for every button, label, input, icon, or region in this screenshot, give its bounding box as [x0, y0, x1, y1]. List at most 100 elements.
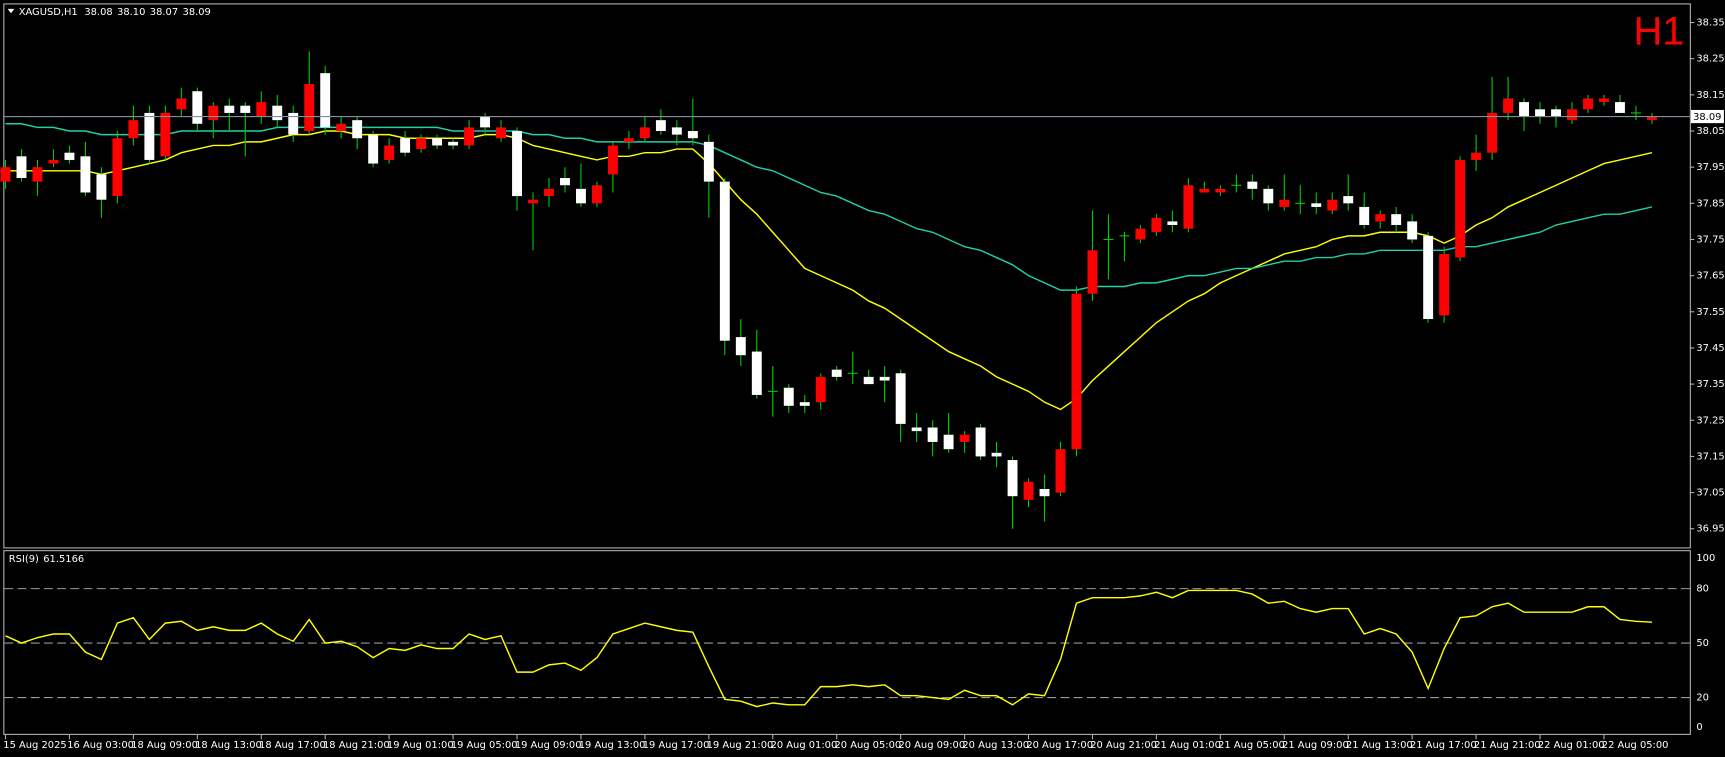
candle-body [1551, 109, 1561, 117]
x-tick-label: 18 Aug 17:00 [259, 740, 326, 751]
moving-average [5, 123, 1653, 291]
candle-body [96, 174, 107, 200]
x-tick-label: 20 Aug 13:00 [962, 740, 1029, 751]
candle-body [1535, 109, 1545, 117]
candle-body [528, 199, 538, 204]
x-tick-label: 20 Aug 21:00 [1090, 740, 1157, 751]
x-tick-label: 21 Aug 05:00 [1218, 740, 1285, 751]
x-tick-label: 19 Aug 13:00 [579, 740, 646, 751]
y-tick-label: 37.55 [1696, 307, 1724, 318]
candle-body [799, 402, 810, 406]
candle-body [320, 73, 331, 128]
x-tick-label: 20 Aug 17:00 [1026, 740, 1093, 751]
candle-body [927, 427, 938, 442]
candle-body [1439, 253, 1450, 316]
x-tick-label: 19 Aug 09:00 [515, 740, 582, 751]
candle-body [1231, 184, 1242, 186]
y-tick-label: 20 [1696, 693, 1709, 704]
candle-body [1183, 185, 1194, 229]
candle-body [480, 116, 490, 128]
header-value: 38.10 [117, 7, 145, 18]
candle-body [831, 369, 842, 377]
candle-body [1423, 235, 1434, 320]
candle-body [48, 159, 59, 164]
x-tick-label: 20 Aug 05:00 [835, 740, 902, 751]
candle-body [160, 112, 171, 157]
y-tick-label: 37.05 [1696, 488, 1724, 499]
panel-toggle[interactable] [7, 8, 15, 14]
candle-body [1103, 238, 1114, 241]
candle-body [240, 105, 251, 113]
candle-body [1583, 98, 1593, 110]
candle-body [1343, 196, 1354, 204]
candle-body [464, 127, 475, 146]
x-tick-label: 19 Aug 17:00 [643, 740, 710, 751]
candle-body [1646, 116, 1657, 121]
header-value: 38.08 [84, 7, 112, 18]
x-tick-label: 20 Aug 01:00 [771, 740, 838, 751]
candle-body [512, 131, 522, 197]
candle-body [1487, 112, 1498, 153]
y-tick-label: 0 [1696, 722, 1702, 733]
candle-body [32, 167, 43, 182]
x-tick-label: 21 Aug 09:00 [1282, 740, 1349, 751]
candle-body [416, 138, 427, 150]
moving-average [5, 130, 1653, 411]
candle-body [703, 141, 714, 182]
candle-body [1119, 235, 1130, 237]
x-tick-label: 21 Aug 17:00 [1410, 740, 1477, 751]
candle-body [1375, 214, 1386, 222]
candle-body [671, 127, 682, 135]
candle-body [1199, 188, 1210, 193]
x-tick-label: 21 Aug 01:00 [1154, 740, 1221, 751]
candle-body [1599, 98, 1609, 103]
candle-body [911, 427, 922, 432]
rsi-panel-frame [3, 550, 1691, 735]
candle-body [863, 376, 874, 385]
candle-body [1359, 206, 1370, 226]
candle-body [975, 427, 986, 457]
x-tick-label: 18 Aug 09:00 [131, 740, 198, 751]
x-tick-label: 19 Aug 21:00 [707, 740, 774, 751]
candle-body [544, 188, 554, 197]
candle-body [384, 145, 395, 160]
header-value: 38.09 [183, 7, 211, 18]
candle-body [448, 141, 459, 146]
candle-body [991, 452, 1002, 457]
candle-body [591, 185, 602, 204]
indicator-header: RSI(9) 61.5166 [9, 554, 84, 565]
y-tick-label: 38.05 [1696, 126, 1724, 137]
y-tick-label: 38.15 [1696, 90, 1724, 101]
candle-body [16, 156, 27, 179]
candle-body [1087, 250, 1098, 294]
candle-body [1471, 152, 1482, 160]
candle-body [64, 152, 75, 160]
x-tick-label: 18 Aug 13:00 [195, 740, 262, 751]
price-label: 38.09 [1693, 112, 1721, 123]
candle-body [1071, 293, 1082, 450]
x-tick-label: 18 Aug 21:00 [323, 740, 390, 751]
candle-body [879, 376, 890, 381]
candle-body [176, 98, 187, 110]
x-tick-label: 21 Aug 13:00 [1346, 740, 1413, 751]
candle-body [224, 105, 235, 113]
candle-body [1455, 159, 1466, 258]
y-tick-label: 38.35 [1696, 18, 1724, 29]
y-tick-label: 36.95 [1696, 524, 1724, 535]
header-value: 38.07 [150, 7, 178, 18]
candle-body [719, 181, 730, 341]
candle-body [943, 434, 954, 450]
candle-body [767, 390, 778, 392]
candle-body [1007, 460, 1018, 497]
candle-body [1311, 203, 1322, 207]
y-tick-label: 37.25 [1696, 415, 1724, 426]
candle-body [1567, 109, 1577, 121]
x-tick-label: 22 Aug 01:00 [1538, 740, 1605, 751]
x-tick-label: 15 Aug 2025 [3, 740, 66, 751]
candle-body [400, 138, 411, 153]
candle-body [1407, 221, 1418, 240]
candle-body [1215, 188, 1226, 193]
